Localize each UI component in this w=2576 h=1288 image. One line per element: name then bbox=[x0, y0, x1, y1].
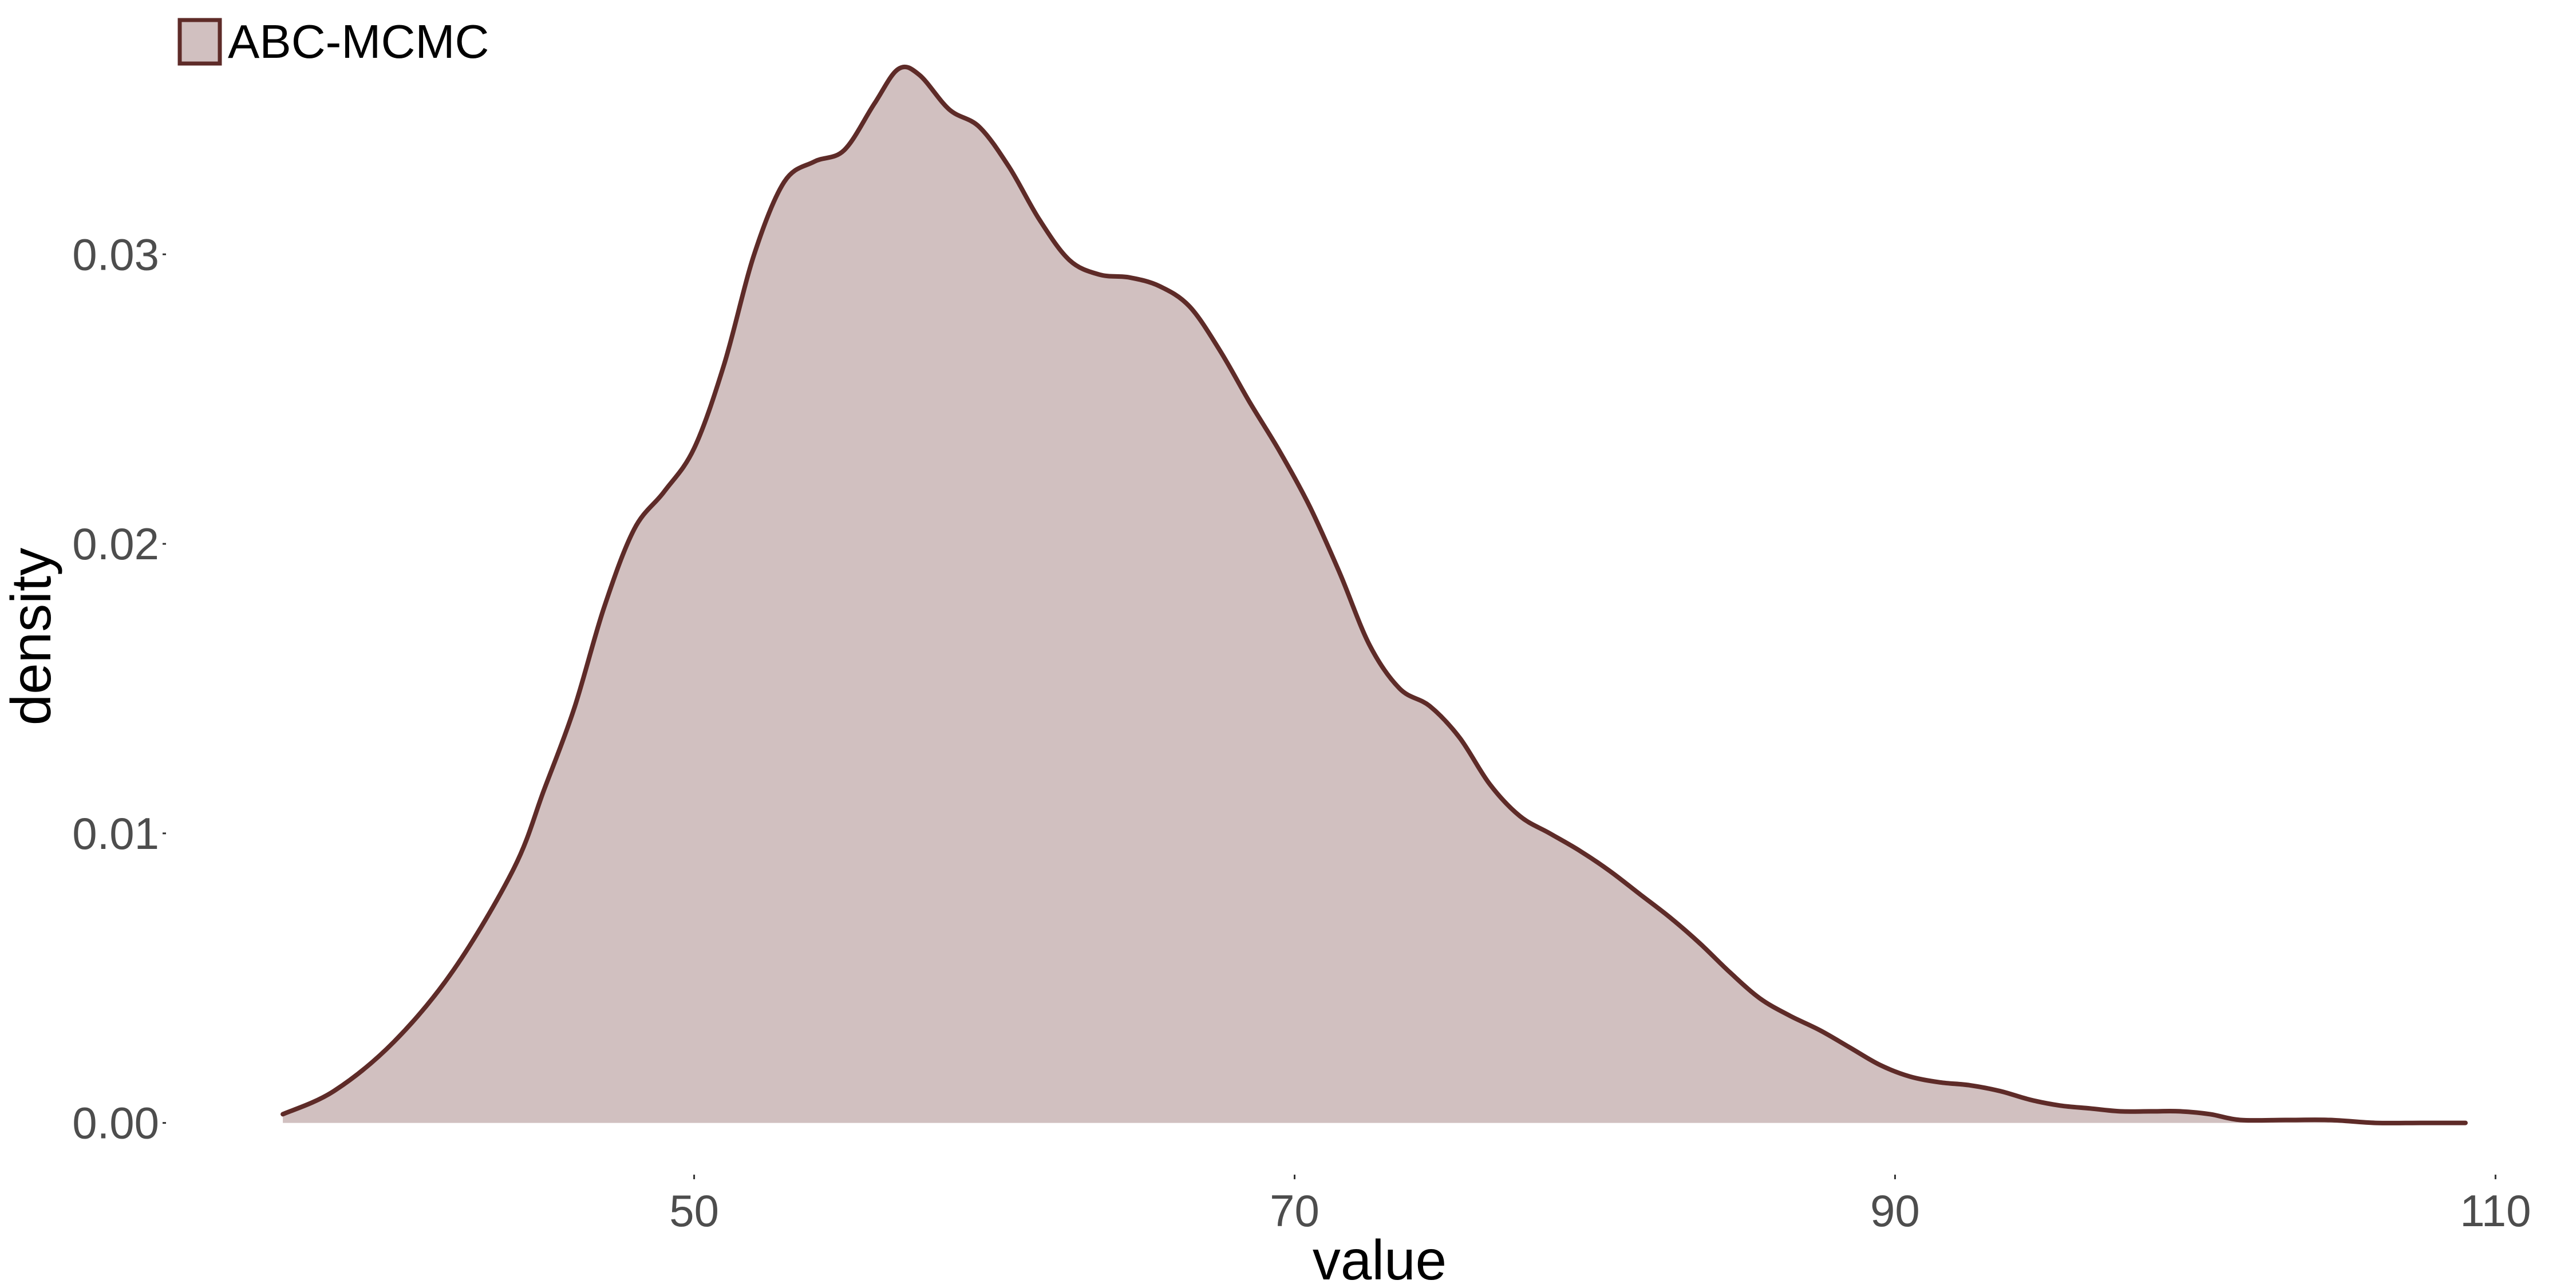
y-tick-label: 0.03 bbox=[72, 229, 159, 279]
y-axis-title: density bbox=[0, 548, 62, 726]
legend[interactable]: ABC-MCMC bbox=[177, 15, 489, 68]
density-area-0 bbox=[283, 66, 2466, 1123]
y-axis: 0.00 0.01 0.02 0.03 bbox=[72, 229, 166, 1148]
x-tick-label: 110 bbox=[2460, 1186, 2531, 1236]
y-tick-label: 0.01 bbox=[72, 808, 159, 859]
y-tick-label: 0.00 bbox=[72, 1098, 159, 1148]
plot-area bbox=[280, 64, 2468, 1125]
x-tick-label: 50 bbox=[669, 1186, 719, 1236]
x-axis-title: value bbox=[1313, 1228, 1447, 1288]
y-tick-label: 0.02 bbox=[72, 519, 159, 569]
density-line-0 bbox=[280, 64, 2468, 1125]
x-tick-label: 90 bbox=[1870, 1186, 1920, 1236]
x-axis: 50 70 90 110 bbox=[669, 1175, 2531, 1236]
legend-label-abc-mcmc: ABC-MCMC bbox=[228, 15, 489, 68]
x-tick-label: 70 bbox=[1270, 1186, 1319, 1236]
legend-key-abc-mcmc bbox=[177, 18, 222, 66]
